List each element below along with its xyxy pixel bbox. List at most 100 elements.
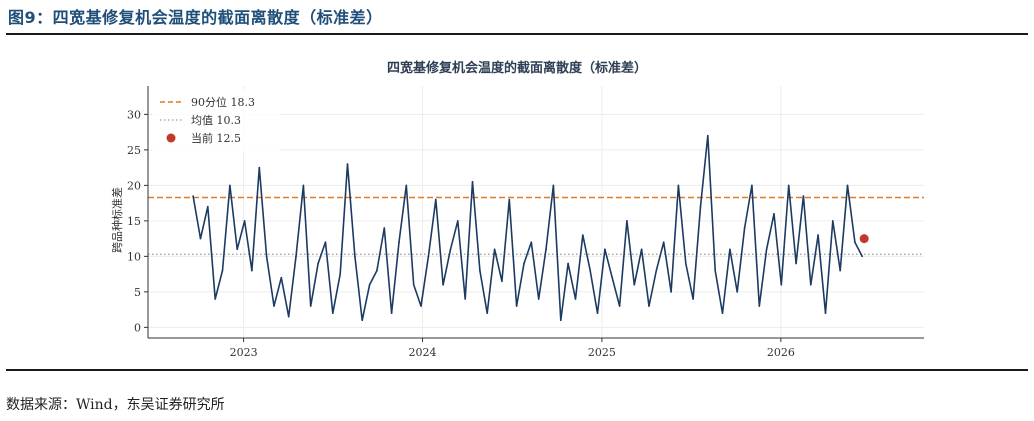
- data-point: [773, 212, 775, 215]
- data-point: [236, 248, 239, 251]
- data-point: [280, 276, 283, 279]
- data-point: [809, 283, 812, 286]
- data-point: [780, 283, 783, 286]
- y-tick-label: 15: [127, 215, 141, 228]
- data-point: [214, 298, 216, 300]
- data-point: [765, 248, 768, 251]
- data-point: [295, 255, 297, 258]
- y-tick-label: 10: [127, 250, 141, 263]
- data-point: [464, 298, 466, 300]
- data-point: [751, 184, 753, 187]
- series-line: [192, 134, 863, 322]
- data-point: [427, 255, 430, 258]
- top-rule: [6, 33, 1028, 35]
- data-point: [758, 305, 761, 307]
- figure-title: 图9：四宽基修复机会温度的截面离散度（标准差）: [8, 8, 383, 27]
- data-point: [398, 241, 400, 243]
- legend-label-mean: 均值 10.3: [191, 114, 241, 127]
- data-point: [817, 234, 819, 236]
- data-point: [648, 305, 650, 307]
- series-layer: [192, 134, 869, 322]
- data-point: [486, 312, 489, 314]
- y-tick-labels: 0 5 10 15 20 25 30: [127, 108, 148, 334]
- data-point: [192, 195, 194, 197]
- data-point: [361, 319, 364, 322]
- data-point: [633, 283, 636, 286]
- data-point: [412, 283, 415, 286]
- data-point: [854, 241, 856, 243]
- data-point: [383, 227, 386, 229]
- data-point: [265, 255, 268, 258]
- data-point: [287, 315, 290, 318]
- data-point: [545, 248, 547, 251]
- data-point: [324, 241, 327, 243]
- chart-title: 四宽基修复机会温度的截面离散度（标准差）: [387, 60, 647, 76]
- data-point: [611, 276, 614, 279]
- data-point: [721, 312, 724, 314]
- data-point: [449, 248, 452, 251]
- data-point: [523, 262, 525, 265]
- y-tick-label: 5: [134, 286, 141, 299]
- data-point: [501, 280, 503, 283]
- data-point: [457, 220, 459, 222]
- x-tick-label: 2023: [230, 346, 258, 356]
- data-point: [368, 283, 371, 286]
- data-point: [596, 312, 599, 314]
- data-point: [640, 248, 643, 251]
- data-point: [258, 166, 261, 169]
- data-source-note: 数据来源：Wind，东吴证券研究所: [6, 397, 225, 413]
- data-point: [515, 305, 518, 307]
- data-point: [339, 273, 341, 275]
- data-point: [434, 198, 437, 201]
- data-point: [537, 298, 540, 300]
- y-tick-label: 30: [127, 108, 141, 121]
- data-point: [736, 291, 739, 293]
- data-point: [420, 305, 422, 307]
- current-point-marker: [859, 234, 869, 244]
- data-point: [405, 184, 408, 187]
- data-point: [795, 262, 797, 265]
- data-point: [684, 262, 687, 265]
- data-point: [655, 269, 658, 272]
- data-point: [508, 198, 511, 201]
- data-point: [390, 312, 393, 314]
- data-point: [552, 184, 555, 187]
- data-point: [309, 305, 312, 307]
- y-tick-label: 0: [134, 321, 141, 334]
- data-point: [743, 227, 746, 229]
- data-point: [839, 269, 841, 272]
- data-point: [692, 298, 694, 300]
- data-point: [442, 283, 444, 286]
- data-point: [471, 181, 474, 183]
- x-tick-labels: 2023 2024 2025 2026: [230, 338, 795, 356]
- data-point: [273, 305, 275, 307]
- x-tick-label: 2024: [409, 346, 437, 356]
- data-point: [618, 305, 621, 307]
- data-point: [243, 220, 246, 222]
- data-point: [251, 269, 253, 272]
- legend: 90分位 18.3 均值 10.3 当前 12.5: [152, 90, 280, 152]
- bottom-rule: [6, 369, 1028, 371]
- data-point: [574, 298, 577, 300]
- y-tick-label: 25: [127, 144, 141, 157]
- data-point: [493, 248, 496, 251]
- data-point: [714, 269, 716, 272]
- data-point: [354, 255, 356, 258]
- data-point: [567, 262, 569, 265]
- data-point: [662, 241, 665, 243]
- x-tick-label: 2026: [767, 346, 795, 356]
- data-point: [604, 248, 606, 251]
- data-point: [707, 134, 709, 137]
- data-point: [582, 234, 584, 236]
- data-point: [302, 184, 305, 187]
- data-point: [670, 291, 672, 293]
- axes: [147, 86, 924, 339]
- data-point: [787, 184, 790, 187]
- data-point: [589, 269, 591, 272]
- data-point: [199, 237, 202, 240]
- reference-lines: [148, 196, 924, 255]
- data-point: [699, 205, 702, 208]
- x-tick-label: 2025: [588, 346, 616, 356]
- data-point: [559, 319, 562, 322]
